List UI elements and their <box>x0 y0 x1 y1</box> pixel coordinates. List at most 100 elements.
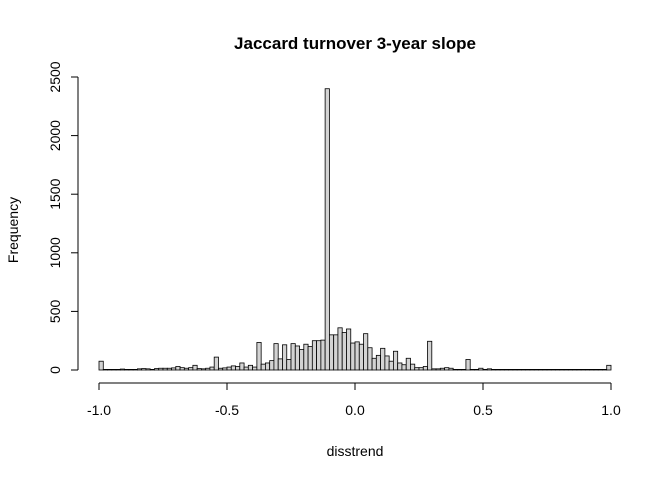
histogram-bar <box>256 342 262 371</box>
histogram-bar <box>465 359 471 371</box>
histogram-bar <box>243 366 249 371</box>
histogram-bar <box>474 369 480 371</box>
histogram-bar <box>307 346 313 371</box>
histogram-bar <box>239 362 245 371</box>
y-axis-tick-label: 1500 <box>47 178 63 209</box>
histogram-bar <box>179 367 185 371</box>
histogram-bar <box>226 366 232 371</box>
histogram-bar <box>158 367 164 371</box>
histogram-bar <box>529 369 535 371</box>
x-axis-label: disstrend <box>327 443 384 459</box>
histogram-bar <box>469 369 475 371</box>
histogram-bar <box>196 368 202 371</box>
histogram-bars <box>98 88 612 371</box>
x-axis-tick-label: 0.0 <box>345 402 365 418</box>
histogram-bar <box>218 367 224 371</box>
histogram-bar <box>542 369 548 371</box>
histogram-bar <box>354 341 360 371</box>
histogram-bar <box>324 88 330 371</box>
histogram-bar <box>380 347 386 371</box>
histogram-bar <box>572 369 578 371</box>
histogram-bar <box>124 369 130 371</box>
histogram-bar <box>264 362 271 371</box>
histogram-bar <box>392 350 399 371</box>
histogram-bar <box>162 367 168 371</box>
y-axis-label: Frequency <box>5 197 21 263</box>
histogram-bar <box>512 369 518 371</box>
histogram-bar <box>427 340 433 371</box>
histogram-bar <box>384 355 390 371</box>
histogram-bar <box>111 369 117 371</box>
histogram-bar <box>260 363 266 371</box>
histogram-bar <box>303 343 309 371</box>
histogram-bar <box>209 366 215 371</box>
histogram-bar <box>320 339 326 371</box>
histogram-bar <box>422 366 428 371</box>
histogram-bar <box>580 369 586 371</box>
histogram-bar <box>119 368 125 371</box>
histogram-bar <box>192 364 198 371</box>
histogram-bar <box>589 369 595 371</box>
histogram-bar <box>282 344 288 371</box>
histogram-bar <box>397 362 403 371</box>
histogram-bar <box>499 369 505 371</box>
histogram-bar <box>102 369 108 371</box>
y-axis-tick-label: 2500 <box>47 61 63 92</box>
histogram-bar <box>316 340 322 371</box>
histogram-bar <box>593 369 599 371</box>
histogram-bar <box>269 360 275 371</box>
histogram-bar <box>478 367 484 371</box>
histogram-bar <box>418 367 424 371</box>
histogram-bar <box>367 347 373 371</box>
histogram-bar <box>290 343 296 371</box>
histogram-bar <box>567 369 574 371</box>
histogram-bar <box>200 368 207 371</box>
histogram-bar <box>414 367 420 371</box>
chart-title: Jaccard turnover 3-year slope <box>234 34 476 53</box>
histogram-bar <box>213 356 219 371</box>
histogram-bar <box>405 357 411 371</box>
y-axis-ticks: 0 500 1000 1500 2000 2500 <box>47 61 78 374</box>
histogram-bar <box>563 369 569 371</box>
histogram-bar <box>252 366 258 371</box>
histogram-bar <box>448 367 454 371</box>
histogram-bar <box>154 368 160 371</box>
histogram-bar <box>341 332 347 371</box>
histogram-bar <box>486 368 492 371</box>
histogram-bar <box>585 369 591 371</box>
histogram-bar <box>333 334 339 371</box>
histogram-bar <box>115 369 121 371</box>
histogram-bar <box>555 369 561 371</box>
histogram-bar <box>136 368 143 371</box>
histogram-bar <box>439 367 446 371</box>
histogram-bar <box>363 333 369 371</box>
histogram-bar <box>299 349 305 371</box>
histogram-bar <box>247 364 254 371</box>
histogram-bar <box>273 343 279 371</box>
histogram-bar <box>410 363 416 371</box>
histogram-bar <box>235 366 241 371</box>
histogram-bar <box>516 369 522 371</box>
histogram-bar <box>350 342 356 371</box>
histogram-bar <box>435 368 441 371</box>
histogram-bar <box>230 365 236 371</box>
histogram-bar <box>559 369 565 371</box>
histogram-bar <box>132 369 138 371</box>
histogram-bar <box>346 328 352 371</box>
histogram-bar <box>491 369 497 371</box>
y-axis-tick-label: 1000 <box>47 237 63 268</box>
histogram-bar <box>98 360 104 371</box>
histogram-bar <box>205 367 211 371</box>
histogram-bar <box>311 340 318 371</box>
x-axis-tick-label: 0.5 <box>473 402 493 418</box>
histogram-bar <box>375 354 382 371</box>
y-axis-tick-label: 500 <box>47 300 63 324</box>
histogram-bar <box>546 369 552 371</box>
x-axis-tick-label: -1.0 <box>87 402 111 418</box>
histogram-bar <box>606 364 612 371</box>
histogram-bar <box>508 369 514 371</box>
histogram-bar <box>401 364 407 371</box>
histogram-bar <box>277 358 283 371</box>
histogram-bar <box>107 369 113 371</box>
